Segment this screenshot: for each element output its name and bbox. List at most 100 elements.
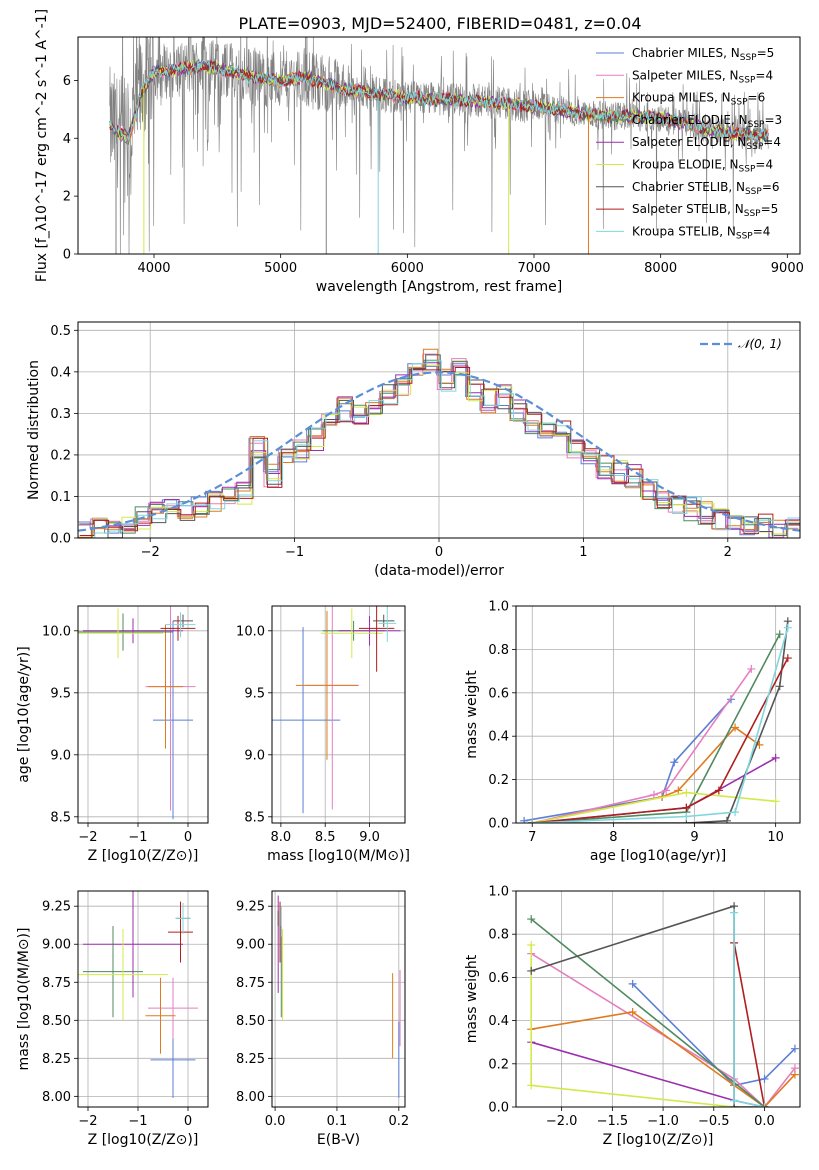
plot-area-mass_vs_Z — [78, 891, 208, 1107]
gaussian-curve — [78, 371, 800, 532]
y-tick-label: 8.50 — [42, 1014, 71, 1029]
y-axis-label: Normed distribution — [26, 360, 42, 500]
x-tick-label: 0 — [184, 830, 192, 845]
panel-spectrum: 4000 5000 6000 7000 8000 9000 0 2 4 6 wavelength [… — [34, 9, 804, 295]
y-tick-label: 8.5 — [50, 810, 71, 825]
series-kroupa-stelib — [532, 627, 789, 823]
x-tick-label: 9 — [690, 830, 698, 845]
y-tick-label: 0.0 — [488, 817, 509, 832]
legend-label: Salpeter STELIB, N — [632, 202, 744, 216]
y-tick-label: 0.2 — [50, 448, 71, 463]
histogram-chabrier-elodie — [78, 359, 800, 538]
legend-tail: =6 — [762, 180, 780, 194]
point-marker — [528, 819, 537, 823]
legend-label: Kroupa ELODIE, N — [632, 158, 739, 172]
histogram-kroupa-elodie — [78, 364, 800, 538]
y-tick-label: 0.8 — [488, 928, 509, 943]
y-tick-label: 0.3 — [50, 407, 71, 422]
point-marker — [760, 1074, 769, 1083]
legend-sub: SSP — [731, 98, 748, 108]
point-marker — [747, 664, 756, 673]
legend-tail: =4 — [755, 158, 773, 172]
legend-label: Chabrier ELODIE, N — [632, 113, 748, 127]
histogram-kroupa-stelib — [80, 360, 800, 538]
x-tick-label: 10 — [767, 830, 784, 845]
x-tick-label: 4000 — [137, 261, 170, 276]
legend-tail: =4 — [763, 135, 781, 149]
x-tick-label: −2.0 — [546, 1114, 578, 1129]
point-marker — [790, 1044, 799, 1053]
panel-mass_vs_Z: −2 −1 0 8.00 8.25 8.50 8.75 9.00 9.25 Z [log10(Z/… — [16, 890, 209, 1148]
point-marker — [775, 630, 784, 639]
x-tick-label: −2 — [78, 1114, 97, 1129]
axes-frame — [515, 605, 801, 824]
x-tick-label: −0.5 — [698, 1114, 730, 1129]
x-tick-label: 0.0 — [754, 1114, 775, 1129]
x-tick-label: 7000 — [517, 261, 550, 276]
legend-label: Salpeter MILES, N — [632, 68, 739, 82]
x-tick-label: 5000 — [264, 261, 297, 276]
panel-residuals: −2 −1 0 1 2 0.0 0.1 0.2 0.3 0.4 0.5 (data-model)/er… — [26, 321, 801, 579]
y-tick-label: 0.1 — [50, 490, 71, 505]
y-tick-label: 9.00 — [236, 938, 265, 953]
point-marker — [783, 654, 792, 663]
y-axis-label: Flux [f_λ10^-17 erg cm^-2 s^-1 A^-1] — [34, 9, 50, 282]
legend-label: Salpeter ELODIE, N — [632, 135, 746, 149]
panel-mass_weight_vs_Z: −2.0 −1.5 −1.0 −0.5 0.0 0.0 0.2 0.4 0.6 0.8 1.0 Z [… — [464, 885, 801, 1148]
legend-entry: Kroupa ELODIE, NSSP=4 — [632, 158, 773, 175]
y-tick-label: 9.25 — [42, 900, 71, 915]
y-tick-label: 8.75 — [42, 976, 71, 991]
legend-tail: =6 — [748, 91, 766, 105]
x-axis-label: wavelength [Angstrom, rest frame] — [316, 279, 562, 295]
point-marker — [722, 816, 731, 823]
x-axis-label: Z [log10(Z/Z⊙)] — [88, 848, 199, 864]
panel-age_vs_Z: −2 −1 0 8.5 9.0 9.5 10.0 Z [log10(Z/Z⊙)] age [lo… — [16, 605, 209, 864]
legend-sub: SSP — [744, 209, 761, 219]
y-tick-label: 9.0 — [50, 748, 71, 763]
y-axis-label: age [log10(age/yr)] — [16, 646, 32, 782]
y-axis-label: mass [log10(M/M⊙)] — [16, 928, 32, 1071]
y-tick-label: 10.0 — [42, 624, 71, 639]
y-tick-label: 6 — [63, 74, 71, 89]
series-salpeter-miles — [532, 668, 752, 823]
x-tick-label: −2 — [78, 830, 97, 845]
plot-area-age_vs_mass — [272, 606, 405, 823]
y-tick-label: 0.2 — [488, 773, 509, 788]
y-axis-label: mass weight — [464, 670, 480, 759]
legend-entry: Salpeter STELIB, NSSP=5 — [632, 202, 778, 219]
y-tick-label: 9.5 — [244, 686, 265, 701]
legend-sub: SSP — [739, 75, 756, 85]
x-tick-label: −1 — [285, 545, 304, 560]
x-tick-label: 7 — [528, 830, 536, 845]
x-axis-label: (data-model)/error — [374, 563, 504, 579]
axes-frame — [77, 321, 801, 539]
x-tick-label: 9.0 — [359, 830, 380, 845]
plot-area-spectrum — [109, 37, 769, 254]
point-marker — [775, 682, 784, 691]
point-marker — [730, 1096, 739, 1105]
legend-label: Chabrier STELIB, N — [632, 180, 745, 194]
figure-title: PLATE=0903, MJD=52400, FIBERID=0481, z=0… — [238, 14, 641, 33]
series-chabrier-miles — [632, 983, 796, 1087]
legend-sub: SSP — [736, 231, 753, 241]
legend-entry: Kroupa MILES, NSSP=6 — [632, 91, 765, 108]
y-tick-label: 0.4 — [488, 730, 509, 745]
y-tick-label: 1.0 — [488, 885, 509, 900]
point-marker — [760, 1103, 769, 1107]
y-tick-label: 0.2 — [488, 1057, 509, 1072]
axes-frame — [271, 605, 406, 824]
y-tick-label: 0 — [63, 248, 71, 263]
x-tick-label: −1.5 — [597, 1114, 629, 1129]
point-marker — [527, 966, 536, 975]
x-tick-label: −1.0 — [647, 1114, 679, 1129]
axes-frame — [515, 890, 801, 1108]
point-marker — [527, 1081, 536, 1090]
legend-tail: =4 — [755, 68, 773, 82]
x-tick-label: 0 — [435, 545, 443, 560]
y-tick-label: 0.6 — [488, 686, 509, 701]
y-tick-label: 8.00 — [236, 1090, 265, 1105]
axes-frame — [77, 36, 801, 255]
legend-tail: =5 — [761, 202, 779, 216]
plot-area-mass_weight_vs_Z — [516, 891, 800, 1107]
